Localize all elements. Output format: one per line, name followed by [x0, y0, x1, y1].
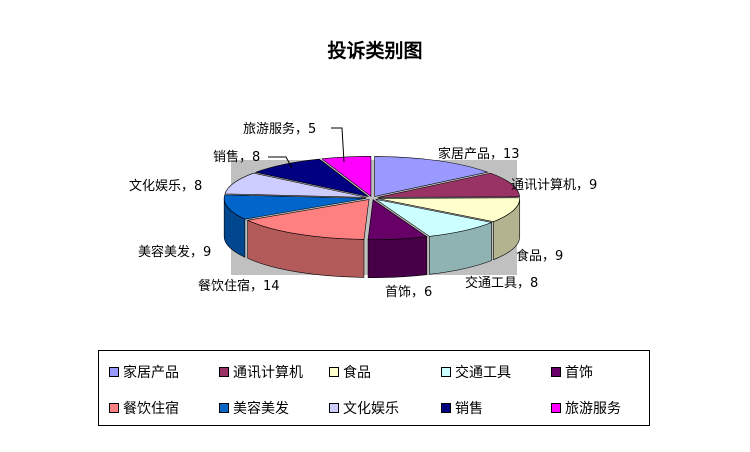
legend-label: 通讯计算机 [233, 365, 303, 381]
legend-item-6: 餐饮住宿 [109, 399, 179, 417]
pie-slice-side-5 [367, 236, 428, 278]
data-labels: 家居产品，13 通讯计算机，9 食品，9 交通工具，8 首饰，6 餐饮住宿，14 美容美发，… [129, 121, 597, 300]
data-label-5: 首饰，6 [385, 285, 432, 300]
legend-swatch [441, 403, 451, 413]
leader-line-1 [331, 127, 345, 163]
data-label-8: 文化娱乐，8 [129, 179, 202, 194]
legend-swatch [441, 367, 451, 377]
pie-slices [223, 156, 521, 278]
legend-swatch [329, 367, 339, 377]
legend-swatch [109, 403, 119, 413]
pie-slice-6 [246, 199, 370, 240]
legend-label: 家居产品 [123, 365, 179, 381]
data-label-1: 家居产品，13 [438, 146, 520, 162]
legend-swatch [219, 367, 229, 377]
legend-item-1: 家居产品 [109, 363, 179, 381]
data-label-7: 美容美发，9 [138, 244, 211, 260]
leader-line-2 [268, 156, 293, 169]
legend-label: 旅游服务 [565, 401, 621, 417]
legend-label: 餐饮住宿 [123, 401, 179, 417]
legend-label: 美容美发 [233, 401, 289, 417]
legend: 家居产品 通讯计算机 食品 交通工具 首饰餐饮住宿 美容美发 文化娱乐 销售 旅游服务 [98, 350, 650, 426]
leader-lines [268, 127, 345, 169]
data-label-10: 旅游服务，5 [243, 121, 316, 137]
legend-label: 食品 [343, 365, 371, 381]
legend-item-7: 美容美发 [219, 399, 289, 417]
data-label-9: 销售，8 [213, 149, 260, 165]
legend-item-2: 通讯计算机 [219, 363, 303, 381]
data-label-2: 通讯计算机，9 [511, 178, 597, 193]
pie-slice-2 [377, 172, 520, 198]
legend-item-9: 销售 [441, 399, 483, 417]
pie-slice-4 [375, 199, 493, 237]
legend-label: 销售 [455, 401, 483, 417]
pie-slice-7 [223, 194, 367, 220]
legend-item-5: 首饰 [551, 363, 593, 381]
data-label-4: 交通工具，8 [465, 275, 538, 291]
legend-label: 交通工具 [455, 365, 511, 381]
pie-slice-8 [224, 172, 367, 198]
legend-item-4: 交通工具 [441, 363, 511, 381]
data-label-6: 餐饮住宿，14 [198, 278, 280, 294]
legend-swatch [329, 403, 339, 413]
pie-slice-10 [321, 156, 372, 197]
legend-swatch [219, 403, 229, 413]
legend-item-3: 食品 [329, 363, 371, 381]
pie-chart: 家居产品，13 通讯计算机，9 食品，9 交通工具，8 首饰，6 餐饮住宿，14 美容美发，… [129, 121, 597, 300]
legend-label: 文化娱乐 [343, 401, 399, 417]
chart-title: 投诉类别图 [327, 40, 423, 62]
legend-swatch [551, 367, 561, 377]
pie-slice-3 [377, 197, 521, 222]
pie-slice-9 [254, 158, 369, 197]
legend-swatch [109, 367, 119, 377]
pie-slice-1 [374, 156, 489, 197]
data-label-3: 食品，9 [516, 248, 563, 264]
legend-item-10: 旅游服务 [551, 399, 621, 417]
legend-swatch [551, 403, 561, 413]
legend-label: 首饰 [565, 365, 593, 381]
pie-slice-5 [367, 199, 428, 240]
legend-item-8: 文化娱乐 [329, 399, 399, 417]
